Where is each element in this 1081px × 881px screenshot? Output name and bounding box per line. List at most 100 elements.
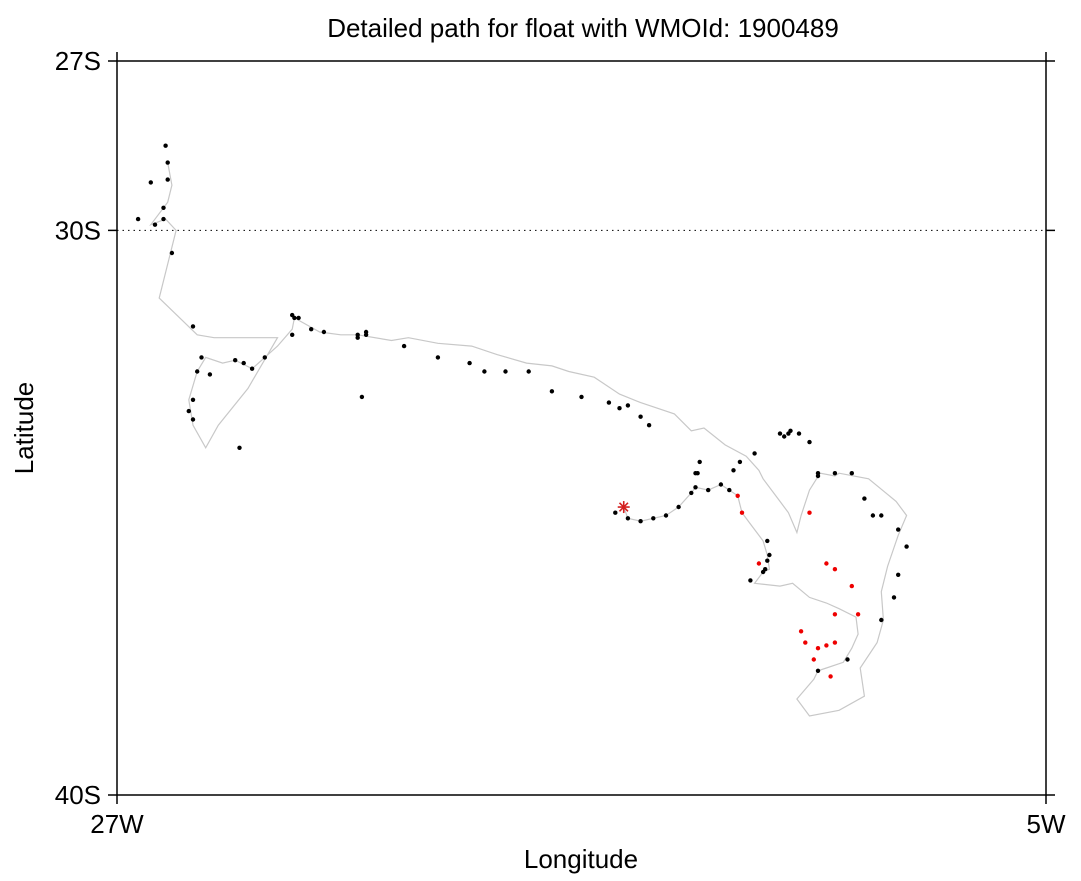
recent-point-13 [832, 640, 838, 645]
profile-point-48 [579, 394, 584, 400]
profile-point-71 [190, 417, 196, 422]
profile-point-76 [296, 315, 301, 321]
profile-point-12 [695, 471, 700, 476]
profile-point-15 [737, 459, 743, 465]
profile-point-59 [321, 329, 327, 335]
profile-point-18 [782, 434, 787, 439]
profile-point-82 [135, 216, 141, 222]
recent-point-3 [807, 510, 812, 515]
profile-point-47 [606, 400, 612, 405]
recent-point-1 [739, 510, 745, 515]
recent-point-8 [832, 612, 838, 617]
profile-point-60 [309, 327, 314, 332]
profile-point-35 [845, 657, 850, 662]
profile-point-63 [290, 332, 295, 337]
profile-point-2 [638, 519, 643, 524]
profile-point-45 [625, 403, 631, 408]
profile-point-29 [879, 513, 884, 518]
recent-point-6 [849, 583, 854, 589]
profile-point-21 [796, 431, 802, 436]
plot-frame [116, 60, 1047, 796]
profile-point-4 [663, 513, 669, 518]
y-tick-label-2: 40S [55, 780, 101, 810]
profile-point-50 [526, 369, 531, 374]
profile-point-43 [646, 423, 652, 428]
profile-point-39 [763, 567, 768, 572]
recent-point-12 [815, 646, 821, 651]
profile-point-9 [718, 482, 724, 487]
y-tick-label-1: 30S [55, 215, 101, 245]
profile-point-36 [815, 668, 821, 673]
profile-point-27 [862, 496, 867, 501]
profile-point-25 [832, 471, 838, 476]
profile-point-28 [870, 513, 876, 518]
profile-point-30 [896, 527, 901, 532]
profile-point-51 [503, 369, 508, 374]
profile-point-7 [693, 485, 698, 490]
profile-point-10 [727, 487, 732, 493]
profile-point-58 [355, 335, 360, 340]
profile-point-33 [891, 595, 897, 600]
recent-point-11 [803, 640, 808, 645]
profile-point-3 [651, 516, 656, 521]
profile-point-31 [904, 544, 909, 549]
profile-point-55 [401, 343, 407, 349]
profile-point-37 [748, 578, 753, 583]
profile-point-84 [148, 180, 153, 185]
profile-point-69 [190, 397, 196, 402]
profile-point-61 [363, 332, 369, 337]
profile-point-83 [161, 205, 166, 210]
profile-point-14 [731, 468, 736, 473]
recent-point-9 [824, 643, 829, 648]
x-axis-label: Longitude [524, 844, 638, 874]
y-axis-label: Latitude [9, 382, 39, 475]
profile-point-42 [765, 538, 770, 544]
x-tick-label-1: 5W [1027, 809, 1066, 839]
profile-point-77 [290, 312, 295, 318]
profile-point-53 [467, 360, 472, 366]
profile-point-70 [186, 408, 191, 414]
y-tick-label-0: 27S [55, 46, 101, 76]
profile-point-80 [161, 216, 166, 222]
recent-point-5 [832, 567, 838, 572]
profile-point-20 [788, 428, 793, 433]
profile-point-52 [482, 369, 487, 374]
profile-point-79 [169, 250, 175, 256]
profile-point-34 [879, 617, 884, 623]
profile-point-0 [613, 510, 618, 515]
recent-point-10 [798, 629, 804, 634]
profile-point-86 [165, 160, 170, 165]
recent-point-14 [811, 657, 816, 662]
profile-point-22 [807, 439, 812, 445]
profile-point-87 [163, 143, 168, 148]
recent-point-7 [855, 612, 861, 617]
profile-point-66 [233, 358, 238, 363]
recent-point-4 [824, 561, 829, 566]
profile-point-24 [815, 473, 821, 479]
profile-point-74 [262, 355, 267, 360]
profile-point-44 [638, 414, 643, 419]
profile-point-17 [777, 431, 783, 436]
deployment-asterisk [617, 501, 630, 514]
profile-point-72 [237, 445, 242, 450]
recent-point-15 [828, 674, 833, 679]
profile-point-6 [689, 490, 694, 496]
profile-point-67 [207, 372, 213, 377]
profile-point-64 [249, 366, 255, 371]
profile-point-1 [625, 516, 631, 521]
profile-point-8 [706, 487, 711, 493]
profile-point-41 [767, 552, 772, 558]
profile-point-5 [676, 504, 681, 510]
recent-point-2 [756, 561, 762, 566]
deployment-marker [617, 501, 630, 514]
chart-title: Detailed path for float with WMOId: 1900… [327, 13, 839, 43]
profile-point-73 [359, 394, 365, 400]
profile-point-85 [165, 177, 170, 182]
profile-point-49 [549, 389, 555, 394]
profile-point-78 [190, 324, 196, 329]
profile-point-54 [435, 355, 441, 360]
profile-point-13 [697, 459, 702, 465]
profile-point-32 [896, 572, 901, 577]
profile-point-81 [152, 222, 158, 227]
